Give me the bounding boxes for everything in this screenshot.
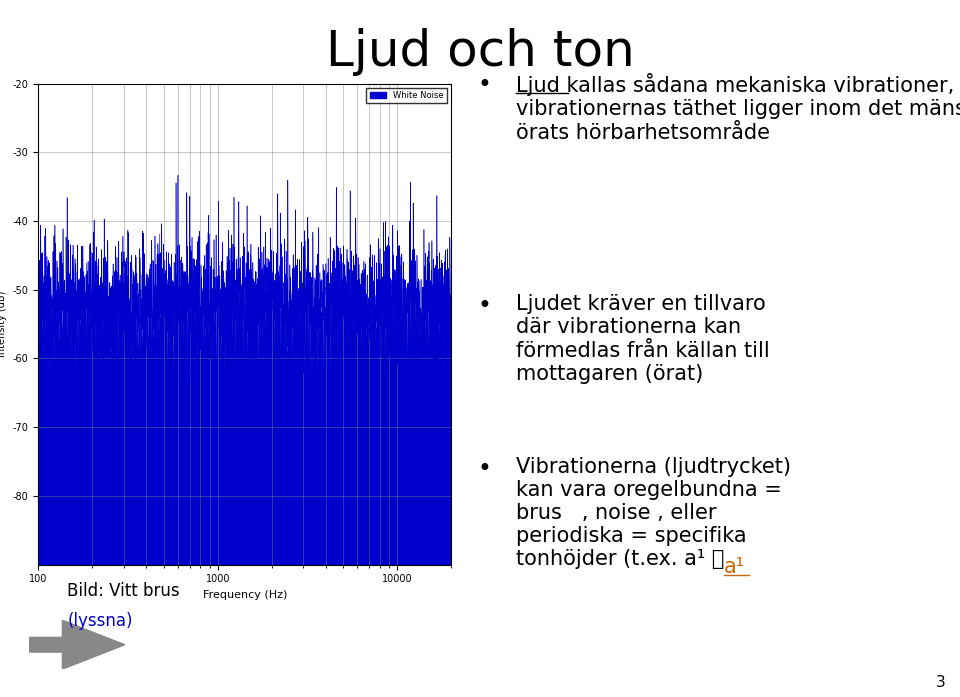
Legend: White Noise: White Noise bbox=[367, 88, 447, 103]
Text: •: • bbox=[477, 294, 491, 318]
Text: •: • bbox=[477, 73, 491, 97]
Text: Vibrationerna (ljudtrycket)
kan vara oregelbundna =
brus   , noise , eller
perio: Vibrationerna (ljudtrycket) kan vara ore… bbox=[516, 457, 790, 569]
Y-axis label: Intensity (dB): Intensity (dB) bbox=[0, 291, 8, 358]
Text: a¹: a¹ bbox=[724, 556, 745, 576]
Polygon shape bbox=[29, 620, 125, 669]
Text: Ljudet kräver en tillvaro
där vibrationerna kan
förmedlas från källan till
motta: Ljudet kräver en tillvaro där vibratione… bbox=[516, 294, 769, 384]
Text: Bild: Vitt brus: Bild: Vitt brus bbox=[67, 582, 180, 600]
Text: Ljud kallas sådana mekaniska vibrationer, där
vibrationernas täthet ligger inom : Ljud kallas sådana mekaniska vibrationer… bbox=[516, 73, 960, 143]
Text: (lyssna): (lyssna) bbox=[67, 612, 132, 630]
Text: •: • bbox=[477, 457, 491, 480]
Text: Ljud och ton: Ljud och ton bbox=[325, 28, 635, 76]
Text: 3: 3 bbox=[936, 675, 946, 690]
X-axis label: Frequency (Hz): Frequency (Hz) bbox=[203, 590, 287, 600]
